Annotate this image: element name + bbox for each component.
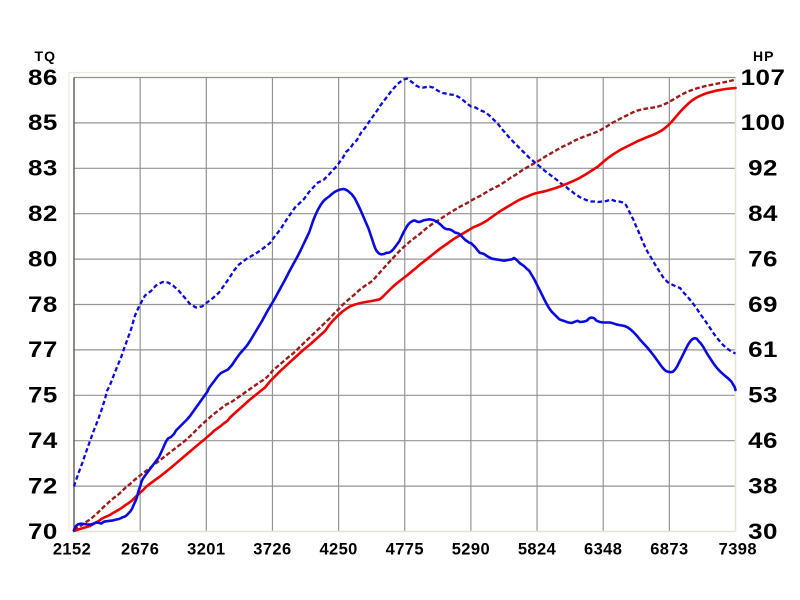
svg-text:6873: 6873 — [650, 541, 688, 559]
svg-text:2676: 2676 — [121, 541, 159, 559]
svg-text:5290: 5290 — [452, 541, 490, 559]
svg-text:78: 78 — [28, 293, 58, 318]
svg-text:61: 61 — [748, 338, 778, 363]
svg-text:83: 83 — [28, 156, 58, 181]
svg-text:38: 38 — [748, 474, 778, 499]
svg-text:HP: HP — [753, 48, 774, 64]
svg-text:3201: 3201 — [187, 541, 225, 559]
svg-text:5824: 5824 — [518, 541, 557, 559]
svg-text:6348: 6348 — [584, 541, 622, 559]
svg-text:100: 100 — [741, 111, 786, 136]
svg-text:TQ: TQ — [35, 48, 56, 64]
svg-text:107: 107 — [741, 66, 786, 91]
svg-text:4775: 4775 — [386, 541, 424, 559]
svg-text:80: 80 — [28, 247, 58, 272]
svg-text:69: 69 — [748, 293, 778, 318]
svg-text:75: 75 — [28, 383, 58, 408]
svg-text:72: 72 — [28, 474, 58, 499]
svg-text:30: 30 — [748, 520, 778, 545]
svg-text:70: 70 — [28, 520, 58, 545]
svg-text:7398: 7398 — [719, 541, 757, 559]
svg-text:92: 92 — [748, 156, 778, 181]
svg-text:82: 82 — [28, 202, 58, 227]
svg-text:84: 84 — [748, 202, 778, 227]
svg-text:46: 46 — [748, 429, 778, 454]
svg-text:77: 77 — [28, 338, 58, 363]
svg-text:3726: 3726 — [253, 541, 291, 559]
svg-text:74: 74 — [28, 429, 58, 454]
svg-text:53: 53 — [748, 383, 778, 408]
svg-text:76: 76 — [748, 247, 778, 272]
svg-text:86: 86 — [28, 66, 58, 91]
svg-text:4250: 4250 — [319, 541, 357, 559]
svg-text:85: 85 — [28, 111, 58, 136]
svg-text:2152: 2152 — [53, 541, 91, 559]
